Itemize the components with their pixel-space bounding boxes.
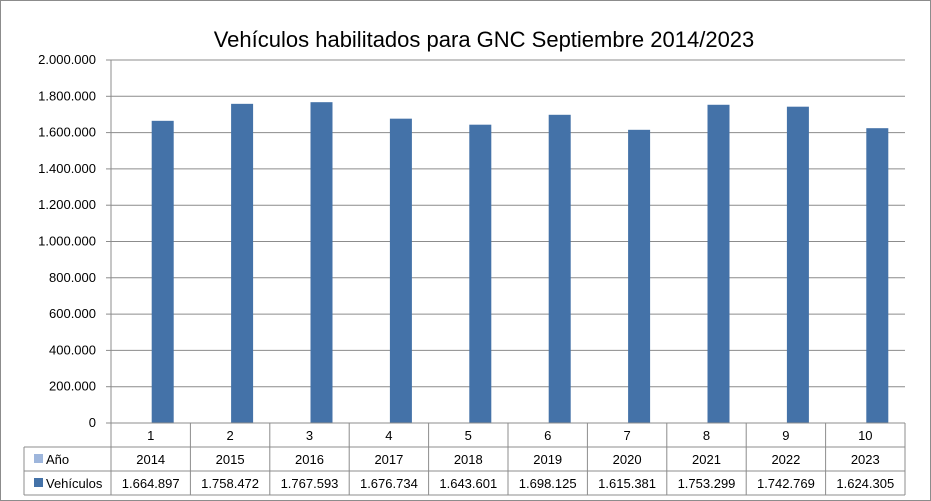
category-label-7: 7 xyxy=(623,428,630,443)
data-label-0-4: 2017 xyxy=(374,452,403,467)
bar-vehiculos-2 xyxy=(231,103,254,423)
data-label-0-6: 2019 xyxy=(533,452,562,467)
bar-vehiculos-5 xyxy=(469,124,492,424)
bar-layer xyxy=(126,102,889,424)
category-label-1: 1 xyxy=(147,428,154,443)
y-tick-label-6: 1.200.000 xyxy=(38,197,96,212)
category-label-3: 3 xyxy=(306,428,313,443)
data-label-1-9: 1.742.769 xyxy=(757,476,815,491)
bar-vehiculos-10 xyxy=(866,128,889,423)
data-label-1-4: 1.676.734 xyxy=(360,476,418,491)
legend-key-0 xyxy=(34,454,43,463)
data-label-1-1: 1.664.897 xyxy=(122,476,180,491)
data-label-0-7: 2020 xyxy=(613,452,642,467)
data-label-1-5: 1.643.601 xyxy=(439,476,497,491)
y-tick-label-3: 600.000 xyxy=(49,306,96,321)
bar-vehiculos-8 xyxy=(707,104,730,423)
bar-vehiculos-9 xyxy=(786,106,809,423)
data-label-1-7: 1.615.381 xyxy=(598,476,656,491)
y-tick-label-8: 1.600.000 xyxy=(38,125,96,140)
data-label-0-9: 2022 xyxy=(771,452,800,467)
category-label-4: 4 xyxy=(385,428,392,443)
category-label-2: 2 xyxy=(226,428,233,443)
category-label-8: 8 xyxy=(703,428,710,443)
data-label-0-5: 2018 xyxy=(454,452,483,467)
data-label-0-2: 2015 xyxy=(216,452,245,467)
data-label-1-8: 1.753.299 xyxy=(678,476,736,491)
category-label-10: 10 xyxy=(858,428,872,443)
data-label-1-2: 1.758.472 xyxy=(201,476,259,491)
chart-title: Vehículos habilitados para GNC Septiembr… xyxy=(214,27,755,52)
bar-vehiculos-1 xyxy=(151,120,174,423)
y-tick-label-7: 1.400.000 xyxy=(38,161,96,176)
legend-label-1: Vehículos xyxy=(46,476,103,491)
data-label-0-10: 2023 xyxy=(851,452,880,467)
bar-vehiculos-3 xyxy=(310,102,333,423)
y-tick-label-1: 200.000 xyxy=(49,379,96,394)
data-label-0-8: 2021 xyxy=(692,452,721,467)
axis-layer: 0 200.000 400.000 600.000 800.000 1.000.000 1.… xyxy=(38,52,112,430)
data-label-1-10: 1.624.305 xyxy=(836,476,894,491)
legend-label-0: Año xyxy=(46,452,69,467)
legend-key-1 xyxy=(34,478,43,487)
data-table: 1 2 3 4 5 6 7 8 9 10 Año 2014 2015 2016 2017 2018 2019 20… xyxy=(23,422,906,496)
y-tick-label-0: 0 xyxy=(89,415,96,430)
y-tick-label-5: 1.000.000 xyxy=(38,234,96,249)
data-label-1-3: 1.767.593 xyxy=(281,476,339,491)
y-tick-label-9: 1.800.000 xyxy=(38,88,96,103)
data-label-1-6: 1.698.125 xyxy=(519,476,577,491)
category-label-9: 9 xyxy=(782,428,789,443)
y-tick-label-10: 2.000.000 xyxy=(38,52,96,67)
y-tick-label-4: 800.000 xyxy=(49,270,96,285)
data-label-0-3: 2016 xyxy=(295,452,324,467)
bar-vehiculos-6 xyxy=(548,114,571,423)
category-label-6: 6 xyxy=(544,428,551,443)
grid-layer xyxy=(111,59,905,388)
data-label-0-1: 2014 xyxy=(136,452,165,467)
bar-vehiculos-7 xyxy=(628,129,651,423)
y-tick-label-2: 400.000 xyxy=(49,342,96,357)
bar-vehiculos-4 xyxy=(389,118,412,423)
category-label-5: 5 xyxy=(465,428,472,443)
